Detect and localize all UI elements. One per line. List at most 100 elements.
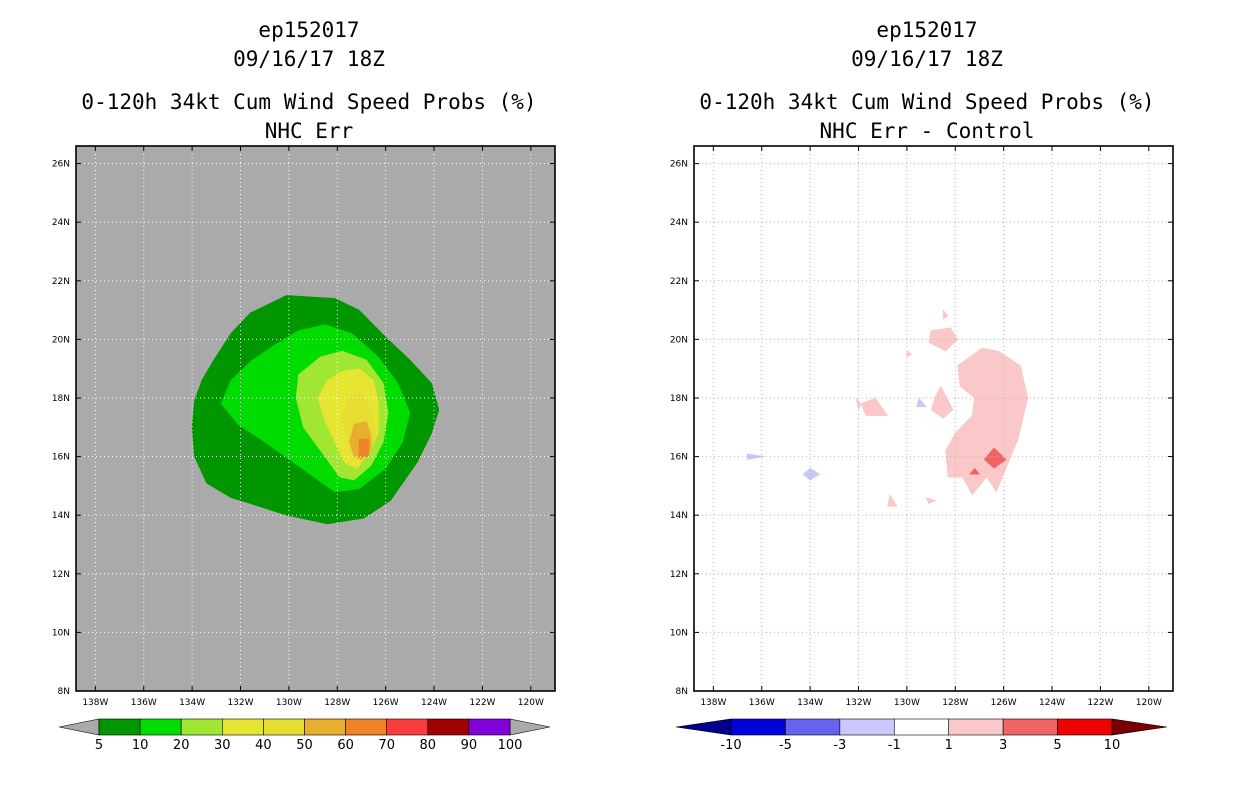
contour-region-1 (945, 347, 1029, 496)
contour-region-60 (358, 438, 370, 457)
storm-id-title: ep152017 (876, 18, 978, 42)
colorbar-label: 60 (337, 738, 354, 753)
y-tick-label: 16N (670, 453, 688, 463)
colorbar-label: 5 (1053, 738, 1061, 753)
contour-region-1 (928, 327, 959, 352)
colorbar-box (468, 718, 511, 736)
x-tick-label: 138W (700, 698, 726, 708)
chart-right-svg: 138W 136W 134W 132W 130W 128W 126W 124W 122W 120W… (670, 145, 1174, 753)
contour-region--1 (916, 397, 927, 408)
x-tick-label: 124W (421, 698, 447, 708)
plot-background (694, 146, 1173, 691)
colorbar-label: 100 (498, 738, 523, 753)
x-tick-label: 132W (227, 698, 253, 708)
chart-subtitle: NHC Err - Control (819, 119, 1035, 143)
panel-left: ep152017 09/16/17 18Z 0-120h 34kt Cum Wi… (52, 18, 556, 753)
colorbar-under-triangle (58, 718, 100, 736)
y-tick-label: 24N (670, 218, 688, 228)
colorbar-box (839, 718, 895, 736)
colorbar-label: 30 (214, 738, 231, 753)
colorbar-box (427, 718, 470, 736)
chart-left-svg: 138W 136W 134W 132W 130W 128W 126W 124W 122W 120W… (52, 145, 556, 753)
y-tick-label: 22N (670, 277, 688, 287)
x-tick-label: 138W (82, 698, 108, 708)
contour-region-1 (860, 397, 889, 416)
x-tick-label: 136W (749, 698, 775, 708)
chart-title: 0-120h 34kt Cum Wind Speed Probs (%) (699, 90, 1155, 114)
y-tick-label: 18N (52, 394, 70, 404)
x-tick-label: 136W (131, 698, 157, 708)
colorbar-label: 10 (132, 738, 149, 753)
contour-region-1 (930, 385, 954, 419)
colorbar-label: 3 (999, 738, 1007, 753)
contour-region--1 (746, 453, 765, 460)
y-tick-label: 10N (52, 628, 70, 638)
y-tick-label: 8N (58, 687, 70, 697)
contour-region-1 (887, 493, 898, 507)
colorbar-box (948, 718, 1004, 736)
colorbar-box (345, 718, 388, 736)
y-tick-label: 14N (52, 511, 70, 521)
x-tick-label: 134W (179, 698, 205, 708)
chart-title: 0-120h 34kt Cum Wind Speed Probs (%) (81, 90, 537, 114)
y-tick-label: 20N (670, 335, 688, 345)
y-tick-label: 22N (52, 277, 70, 287)
y-tick-label: 12N (670, 570, 688, 580)
y-tick-label: 20N (52, 335, 70, 345)
colorbar-label: 5 (95, 738, 103, 753)
colorbar-box (730, 718, 786, 736)
y-tick-label: 8N (676, 687, 688, 697)
colorbar-label: -1 (888, 738, 901, 753)
contour-region--1 (802, 467, 821, 481)
contour-region-3 (969, 467, 981, 475)
x-tick-label: 120W (1136, 698, 1162, 708)
x-tick-label: 120W (518, 698, 544, 708)
x-tick-label: 130W (276, 698, 302, 708)
colorbar-box (222, 718, 264, 736)
x-tick-label: 128W (942, 698, 968, 708)
contour-layer (746, 309, 1029, 507)
colorbar-box (180, 718, 223, 736)
x-tick-label: 124W (1039, 698, 1065, 708)
colorbar-box (263, 718, 305, 736)
x-tick-label: 132W (845, 698, 871, 708)
y-tick-label: 26N (670, 160, 688, 170)
colorbar-box (1002, 718, 1058, 736)
colorbar-label: 20 (173, 738, 190, 753)
colorbar-label: -5 (779, 738, 792, 753)
datetime-title: 09/16/17 18Z (233, 47, 385, 71)
y-tick-label: 10N (670, 628, 688, 638)
colorbar-box (386, 718, 429, 736)
y-tick-label: 16N (52, 453, 70, 463)
plot-frame (75, 145, 556, 692)
colorbar-box (98, 718, 141, 736)
x-tick-label: 134W (797, 698, 823, 708)
x-tick-label: 126W (991, 698, 1017, 708)
colorbar-over-triangle (1111, 718, 1168, 736)
y-tick-label: 24N (52, 218, 70, 228)
colorbar-label: 40 (255, 738, 272, 753)
datetime-title: 09/16/17 18Z (851, 47, 1003, 71)
colorbar-label: -10 (720, 738, 741, 753)
chart-subtitle: NHC Err (264, 119, 354, 143)
colorbar-label: -3 (833, 738, 846, 753)
contour-region-1 (942, 309, 949, 320)
y-tick-label: 12N (52, 570, 70, 580)
contour-region-1 (855, 397, 862, 411)
storm-id-title: ep152017 (258, 18, 360, 42)
colorbar-box (893, 718, 950, 736)
panel-right: ep152017 09/16/17 18Z 0-120h 34kt Cum Wi… (618, 0, 1236, 800)
x-tick-label: 122W (469, 698, 495, 708)
colorbar-over-triangle (509, 718, 551, 736)
colorbar-box (785, 718, 841, 736)
colorbar-box (304, 718, 346, 736)
colorbar-label: 90 (461, 738, 478, 753)
y-tick-label: 14N (670, 511, 688, 521)
colorbar-box (139, 718, 182, 736)
y-tick-label: 26N (52, 160, 70, 170)
contour-region-1 (925, 497, 937, 504)
x-tick-label: 122W (1087, 698, 1113, 708)
colorbar-label: 50 (296, 738, 313, 753)
colorbar-box (1057, 718, 1113, 736)
colorbar-label: 10 (1104, 738, 1121, 753)
